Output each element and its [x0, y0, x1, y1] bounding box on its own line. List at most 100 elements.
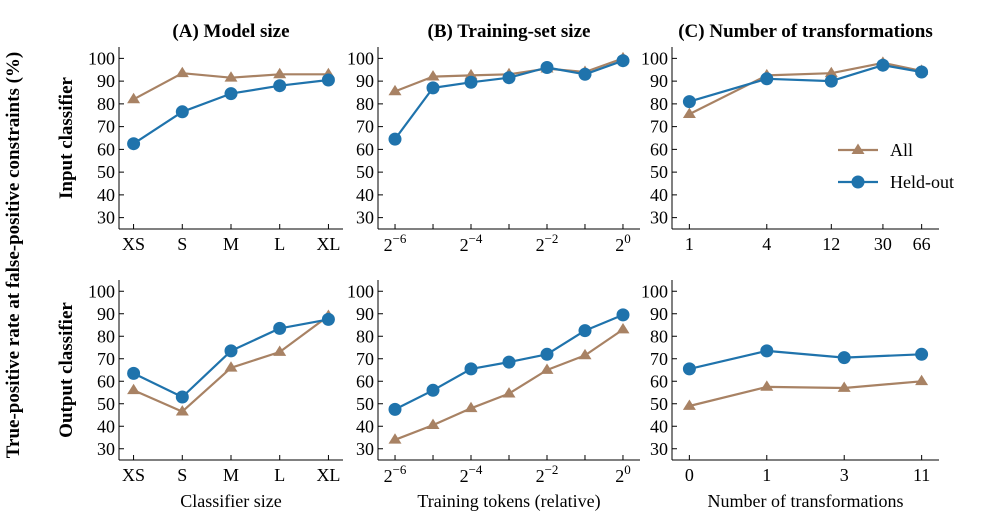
x-tick-label: 30 — [874, 234, 892, 254]
data-point-held-out — [464, 75, 478, 89]
data-point-all — [426, 418, 440, 429]
data-point-held-out — [760, 344, 774, 358]
data-point-held-out — [464, 362, 478, 376]
y-tick-label: 30 — [356, 208, 374, 228]
legend-label-heldout: Held-out — [890, 172, 954, 192]
data-point-all — [175, 66, 189, 78]
y-tick-label: 70 — [650, 349, 668, 369]
y-tick-label: 100 — [347, 48, 374, 68]
y-tick-label: 90 — [650, 71, 668, 91]
data-point-held-out — [321, 312, 335, 326]
data-point-held-out — [426, 81, 440, 95]
y-tick-label: 70 — [356, 349, 374, 369]
y-tick-label: 30 — [97, 208, 115, 228]
data-point-held-out — [540, 347, 554, 361]
data-point-held-out — [273, 79, 287, 93]
y-tick-label: 60 — [97, 371, 115, 391]
y-tick-label: 70 — [97, 117, 115, 137]
x-tick-label: 4 — [762, 234, 771, 254]
data-point-all — [464, 401, 478, 413]
x-tick-label: 0 — [685, 465, 694, 485]
y-tick-label: 30 — [97, 439, 115, 459]
data-point-all — [224, 361, 238, 372]
y-tick-label: 90 — [356, 304, 374, 324]
y-tick-label: 90 — [356, 71, 374, 91]
x-tick-label: 11 — [913, 465, 930, 485]
data-point-all — [224, 71, 238, 82]
data-point-held-out — [273, 321, 287, 335]
panel-title: (B) Training-set size — [428, 21, 591, 42]
data-point-held-out — [578, 324, 592, 338]
y-tick-label: 90 — [650, 304, 668, 324]
x-tick-label: XL — [316, 465, 340, 485]
data-point-all — [388, 84, 402, 96]
legend: All Held-out — [838, 140, 954, 192]
y-tick-label: 90 — [97, 304, 115, 324]
y-tick-label: 40 — [650, 416, 668, 436]
data-point-held-out — [837, 351, 851, 365]
x-tick-label: 2−2 — [536, 462, 559, 486]
data-point-all — [915, 374, 929, 386]
data-point-held-out — [616, 308, 630, 322]
y-tick-label: 50 — [356, 394, 374, 414]
data-point-all — [578, 348, 592, 360]
x-tick-label: XS — [122, 465, 145, 485]
x-axis-label: Classifier size — [180, 491, 281, 511]
x-tick-label: 2−4 — [460, 231, 483, 255]
y-tick-label: 80 — [97, 326, 115, 346]
series-line-all — [688, 61, 922, 116]
data-point-held-out — [682, 362, 696, 376]
y-tick-label: 60 — [650, 139, 668, 159]
y-tick-label: 40 — [97, 416, 115, 436]
x-tick-label: S — [177, 234, 187, 254]
data-point-all — [540, 363, 554, 374]
y-tick-label: 30 — [650, 439, 668, 459]
data-point-held-out — [388, 402, 402, 416]
data-point-all — [502, 387, 516, 398]
data-point-all — [682, 399, 696, 410]
data-point-held-out — [915, 65, 929, 79]
x-tick-label: 1 — [762, 465, 771, 485]
x-tick-label: M — [223, 465, 239, 485]
data-point-held-out — [824, 74, 838, 88]
series-line-all — [394, 328, 624, 441]
y-tick-label: 40 — [356, 416, 374, 436]
y-tick-label: 50 — [650, 162, 668, 182]
y-tick-label: 60 — [356, 139, 374, 159]
data-point-held-out — [760, 72, 774, 86]
x-tick-label: M — [223, 234, 239, 254]
data-point-held-out — [682, 95, 696, 109]
data-point-all — [616, 323, 630, 334]
series-line-held-out — [133, 318, 329, 399]
y-tick-label: 80 — [356, 326, 374, 346]
y-tick-label: 50 — [650, 394, 668, 414]
y-tick-label: 100 — [347, 281, 374, 301]
legend-marker-circle-icon — [851, 175, 865, 189]
x-tick-label: 2−2 — [536, 231, 559, 255]
data-point-held-out — [321, 73, 335, 87]
y-tick-label: 100 — [641, 281, 668, 301]
y-tick-label: 50 — [97, 162, 115, 182]
y-tick-label: 80 — [650, 326, 668, 346]
data-point-held-out — [616, 54, 630, 68]
x-tick-label: 1 — [685, 234, 694, 254]
x-tick-label: 66 — [913, 234, 931, 254]
data-point-held-out — [127, 137, 141, 151]
x-tick-label: 2−6 — [384, 462, 407, 486]
data-point-held-out — [502, 71, 516, 85]
y-tick-label: 30 — [650, 208, 668, 228]
y-tick-label: 80 — [97, 94, 115, 114]
y-tick-label: 50 — [356, 162, 374, 182]
data-point-held-out — [502, 355, 516, 369]
panel-title: (A) Model size — [172, 21, 289, 42]
y-tick-label: 60 — [356, 371, 374, 391]
y-tick-label: 70 — [97, 349, 115, 369]
y-tick-label: 40 — [356, 185, 374, 205]
y-tick-label: 40 — [97, 185, 115, 205]
x-tick-label: L — [274, 234, 285, 254]
data-point-held-out — [224, 87, 238, 101]
y-tick-label: 70 — [650, 117, 668, 137]
